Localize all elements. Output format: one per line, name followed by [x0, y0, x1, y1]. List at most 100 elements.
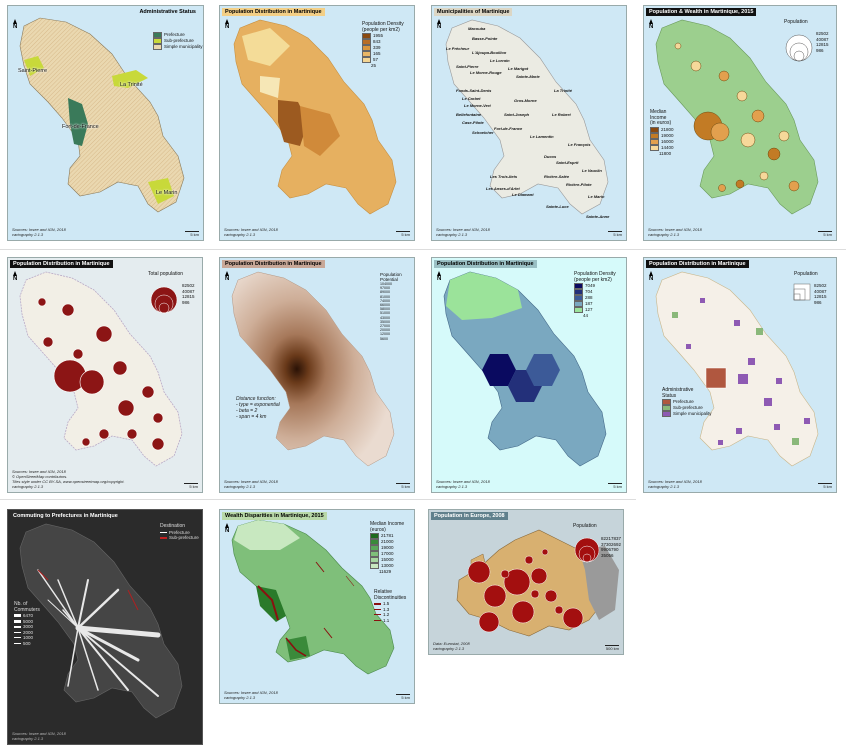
municipality-label: Sainte-Marie	[516, 74, 540, 79]
legend-circle	[158, 302, 170, 314]
map-population-potential: Population Distribution in Martinique N …	[219, 257, 415, 493]
income-circle	[788, 180, 800, 192]
density-legend: Population Density (people per km2) 7049…	[574, 271, 616, 318]
discontinuities-map	[231, 519, 395, 675]
income-circle	[718, 184, 726, 192]
population-circle	[61, 303, 75, 317]
legend-title: Population Density (people per km2)	[362, 21, 404, 33]
population-circle	[530, 589, 540, 599]
sources: Sources: Insee and IGN, 2018 cartography…	[648, 479, 702, 489]
income-circle	[767, 147, 781, 161]
municipality-square	[734, 320, 740, 326]
map-title: Population Distribution in Martinique	[434, 260, 537, 268]
europe-map	[456, 529, 619, 637]
row-divider-1	[0, 249, 846, 250]
population-legend-title: Total population	[148, 271, 184, 277]
subprefecture-area-1	[24, 56, 44, 76]
municipality-label: Le Morne-Rouge	[470, 70, 502, 75]
municipality-square	[764, 398, 772, 406]
legend-simple: Simple municipality	[164, 44, 203, 50]
municipality-label: Macouba	[468, 26, 486, 31]
discontinuity-lines	[257, 561, 355, 657]
municipality-label: Rivière-Salée	[544, 174, 570, 179]
map-population-wealth: Population & Wealth in Martinique, 2015 …	[643, 5, 837, 241]
legend: Prefecture Sub-prefecture Simple municip…	[153, 32, 203, 50]
island-shape	[655, 271, 819, 467]
subprefecture-flow	[37, 569, 49, 581]
martinique-admin-map	[19, 17, 185, 213]
north-arrow-icon: N	[225, 19, 229, 30]
municipality-label: La Trinité	[554, 88, 572, 93]
legend-square	[793, 293, 801, 301]
subprefecture-square	[792, 438, 799, 445]
municipality-label: Fonds-Saint-Denis	[456, 88, 492, 93]
population-wealth-map	[655, 19, 819, 215]
island-shape	[19, 17, 185, 213]
sources: Sources: Insee and IGN, 2018 cartography…	[224, 690, 278, 700]
sources: Sources: Insee and IGN, 2018 cartography…	[224, 227, 278, 237]
population-circle	[554, 605, 564, 615]
municipality-square	[804, 418, 810, 424]
commuters-legend: Nb. of Commuters 6470 5000 3000 2000 100…	[14, 601, 40, 646]
legend-subprefecture: Sub-prefecture	[164, 38, 194, 44]
municipality-square	[718, 440, 723, 445]
simple-swatch	[153, 44, 162, 50]
population-legend-title: Population	[794, 271, 818, 277]
map-wealth-disparities: Wealth Disparities in Martinique, 2015 N…	[219, 509, 415, 704]
north-arrow-icon: N	[437, 271, 441, 282]
sources: Data: Eurostat, 2008 cartography 2.1.3	[433, 641, 470, 651]
scale-bar: 5 km	[608, 483, 622, 489]
municipality-square	[738, 374, 748, 384]
population-circle	[112, 360, 128, 376]
municipality-label: Saint-Joseph	[504, 112, 530, 117]
dense-hex	[482, 354, 516, 386]
map-title: Population Distribution in Martinique	[222, 260, 325, 268]
north-arrow-icon: N	[13, 271, 17, 282]
sources: Sources: Insee and IGN, 2018 cartography…	[648, 227, 702, 237]
municipality-label: Sainte-Luce	[546, 204, 569, 209]
squares-map	[655, 271, 819, 467]
subprefecture-area-3	[148, 178, 174, 204]
island-shape	[19, 523, 183, 719]
legend-square	[793, 283, 811, 301]
income-legend: Median Income (in euros) 21800 19000 160…	[650, 109, 674, 156]
municipality-label: Le Lorrain	[490, 58, 510, 63]
map-title: Commuting to Prefectures in Martinique	[13, 513, 118, 519]
sources: Sources: Insee and IGN, 2018 cartography…	[436, 227, 490, 237]
prefecture-square	[705, 367, 727, 389]
island-shape	[445, 19, 609, 215]
income-circle	[735, 179, 745, 189]
income-circle	[736, 90, 748, 102]
population-circle	[503, 568, 531, 596]
scale-bar: 5 km	[396, 231, 410, 237]
legend-circle	[582, 553, 592, 563]
municipality-square	[736, 428, 742, 434]
sources: Sources: Insee and IGN, 2018 cartography…	[224, 479, 278, 489]
non-eu-area	[579, 546, 619, 620]
municipalities-map	[445, 19, 609, 215]
map-squares-status: Population Distribution in Martinique N …	[643, 257, 837, 493]
row-divider-2	[0, 499, 636, 500]
density-legend: Population Density (people per km2) 1955…	[362, 21, 404, 68]
destination-legend: Destination Prefecture Sub-prefecture	[160, 523, 199, 540]
municipality-label: Le Vauclin	[582, 168, 602, 173]
label-la-trinite: La Trinité	[120, 82, 143, 88]
scale-bar: 5 km	[185, 231, 199, 237]
map-title: Wealth Disparities in Martinique, 2015	[222, 512, 327, 520]
scale-bar: 5 km	[608, 231, 622, 237]
map-administrative-status: Administrative Status N Prefecture Sub-p…	[7, 5, 204, 241]
map-commuting: Commuting to Prefectures in Martinique D…	[7, 509, 203, 745]
legend-prefecture: Prefecture	[164, 32, 185, 38]
map-title: Administrative Status	[139, 9, 196, 15]
municipality-label: Rivière-Pilote	[566, 182, 592, 187]
population-circle	[500, 569, 510, 579]
island-shape	[231, 271, 395, 467]
status-legend: Administrative Status Prefecture Sub-pre…	[662, 387, 712, 417]
population-circle	[42, 336, 54, 348]
subprefecture-flow	[127, 589, 139, 611]
scale-bar: 5 km	[396, 694, 410, 700]
population-values: 82502 40087 12815 986	[814, 283, 827, 305]
dark-zone	[256, 586, 286, 622]
light-zone	[446, 272, 522, 320]
proportional-symbols-map	[19, 271, 183, 467]
